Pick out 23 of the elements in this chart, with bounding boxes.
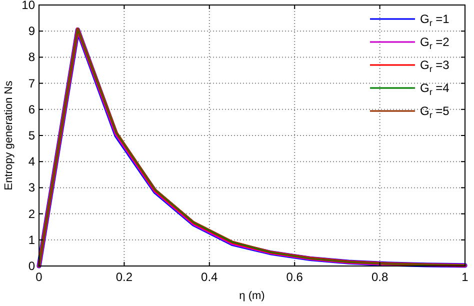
x-tick-label: 0.2 — [116, 270, 133, 284]
y-tick-label: 5 — [28, 128, 36, 142]
x-tick-label: 0.6 — [286, 270, 304, 284]
legend-label: G$_{r}$ =1 — [420, 12, 450, 28]
x-tick-label: 0.8 — [371, 270, 388, 284]
y-tick-label: 4 — [28, 154, 36, 169]
y-tick-label: 3 — [28, 180, 36, 195]
legend-label: G$_{r}$ =3 — [420, 58, 450, 74]
x-axis-title: η (m) — [239, 290, 265, 302]
y-tick-label: 10 — [22, 0, 36, 12]
y-tick-label: 8 — [28, 50, 36, 64]
legend-label: G$_{r}$ =4 — [420, 81, 450, 98]
y-tick-label: 7 — [28, 76, 36, 90]
legend-label: G$_{r}$ =2 — [420, 35, 450, 52]
y-tick-label: 9 — [28, 24, 36, 38]
x-tick-label: 0.4 — [201, 270, 218, 284]
x-tick-label: 1 — [462, 270, 469, 284]
legend-label: G$_{r}$ =5 — [420, 104, 450, 120]
y-tick-label: 1 — [28, 232, 36, 247]
y-tick-label: 6 — [28, 102, 36, 116]
y-tick-label: 2 — [28, 206, 36, 221]
y-axis-title: Entropy generation Ns — [3, 80, 15, 190]
y-tick-label: 0 — [28, 259, 36, 273]
